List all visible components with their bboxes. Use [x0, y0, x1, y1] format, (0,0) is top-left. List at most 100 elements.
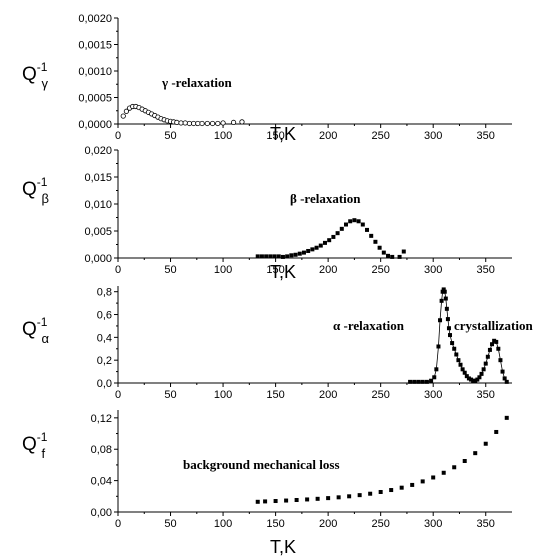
data-point [458, 362, 463, 367]
data-point [272, 254, 277, 259]
data-point [440, 289, 445, 294]
data-point [446, 326, 451, 331]
data-point [369, 233, 374, 238]
y-tick-label: 0,04 [91, 476, 112, 488]
data-point [452, 346, 457, 351]
data-point [436, 344, 441, 349]
data-point [460, 367, 465, 372]
data-point [443, 296, 448, 301]
annotation-alpha-relaxation: α -relaxation [333, 318, 405, 333]
panel-gamma: Q-1 γ T,K γ -relaxation 0 50 100 150 200 250 30… [22, 13, 512, 144]
y-axis-label-beta: Q-1 β [22, 175, 49, 206]
panel-beta: Q-1 β T,K β -relaxation 0 50 100 150 200 250 30… [22, 145, 512, 282]
data-point [399, 485, 404, 490]
data-point [434, 367, 439, 372]
x-tick-label: 250 [371, 518, 389, 530]
y-tick-label: 0,0 [97, 378, 112, 390]
x-axis-label-gamma: T,K [270, 124, 296, 144]
data-point [305, 497, 310, 502]
x-tick-label: 50 [164, 130, 176, 142]
data-point [504, 379, 509, 384]
x-tick-label: 50 [164, 264, 176, 276]
data-point [255, 499, 260, 504]
x-tick-label: 300 [424, 389, 442, 401]
data-point [204, 120, 210, 127]
x-tick-label: 100 [214, 389, 232, 401]
x-tick-label: 300 [424, 130, 442, 142]
data-point [441, 470, 446, 475]
y-tick-label: 0,0010 [78, 66, 112, 78]
data-point [441, 287, 446, 292]
data-point [215, 120, 221, 127]
data-point [186, 120, 193, 127]
y-axis-label-alpha: Q-1 α [22, 315, 49, 346]
data-point [315, 496, 320, 501]
data-point [483, 361, 488, 366]
data-point [336, 495, 341, 500]
y-tick-label: 0,000 [84, 253, 112, 265]
y-axis-label-background: Q-1 f [22, 430, 48, 461]
data-point [462, 370, 467, 375]
y-tick-label: 0,2 [97, 355, 112, 367]
data-point [408, 379, 413, 384]
data-point [264, 254, 269, 259]
x-tick-label: 350 [477, 130, 495, 142]
x-tick-label: 150 [266, 130, 284, 142]
y-tick-label: 0,015 [84, 172, 112, 184]
data-point [294, 497, 299, 502]
data-point [381, 250, 386, 255]
annotation-crystallization: crystallization [454, 318, 533, 333]
x-tick-label: 350 [477, 518, 495, 530]
y-tick-label: 0,6 [97, 310, 112, 322]
data-point [444, 306, 449, 311]
data-point [494, 429, 499, 434]
data-point [439, 298, 444, 303]
data-point [389, 488, 394, 493]
data-point [445, 317, 450, 322]
data-point [424, 379, 429, 384]
x-axis-label-background: T,K [270, 537, 296, 556]
x-tick-label: 150 [266, 389, 284, 401]
y-tick-label: 0,12 [91, 413, 112, 425]
data-point [322, 240, 327, 245]
data-point [412, 379, 417, 384]
data-point [335, 231, 340, 236]
panel-alpha: Q-1 α α -relaxation crystallization 0 50 10… [22, 286, 533, 401]
data-point [259, 254, 264, 259]
data-point [301, 250, 306, 255]
data-point [466, 376, 471, 381]
panel-background: Q-1 f T,K background mechanical loss 0 50 1… [22, 410, 512, 556]
data-point [500, 369, 505, 374]
data-point [365, 227, 370, 232]
data-point [438, 318, 443, 323]
data-point [123, 108, 130, 114]
x-tick-label: 200 [319, 518, 337, 530]
data-point [293, 252, 298, 257]
data-point [239, 119, 245, 125]
data-point [191, 120, 197, 127]
data-point [502, 376, 507, 381]
data-point [378, 489, 383, 494]
x-tick-label: 350 [477, 264, 495, 276]
data-point [306, 248, 311, 253]
data-point [416, 379, 421, 384]
data-point [485, 354, 490, 359]
data-point [289, 253, 294, 258]
data-point [195, 120, 201, 127]
data-point [347, 494, 352, 499]
data-point [255, 254, 260, 259]
data-point [452, 465, 457, 470]
data-point [297, 251, 302, 256]
data-point [494, 339, 499, 344]
x-tick-label: 150 [266, 518, 284, 530]
data-point [386, 253, 391, 258]
data-point [209, 120, 216, 127]
data-point [230, 119, 237, 126]
x-tick-label: 200 [319, 389, 337, 401]
x-tick-label: 250 [371, 389, 389, 401]
y-tick-label: 0,4 [97, 332, 112, 344]
data-point [327, 238, 332, 243]
y-tick-label: 0,010 [84, 199, 112, 211]
x-axis-label-beta: T,K [270, 262, 296, 282]
